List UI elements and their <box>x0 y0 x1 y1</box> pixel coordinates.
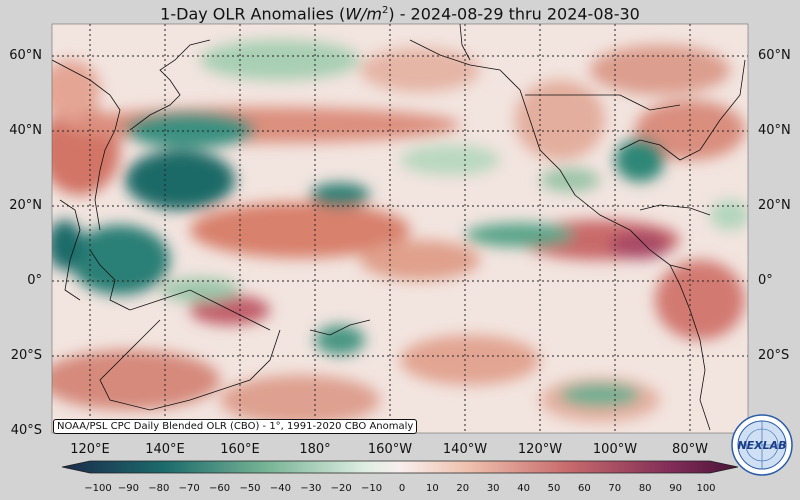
graticule <box>52 24 748 433</box>
colorbar-tick-label: −70 <box>178 483 200 494</box>
colorbar-tick-label: 60 <box>578 483 591 494</box>
colorbar-tick-label: −30 <box>300 483 322 494</box>
lon-label: 120°E <box>70 442 110 457</box>
anomaly-field <box>52 24 748 433</box>
colorbar-tick-label: −90 <box>117 483 139 494</box>
colorbar-tick-label: −10 <box>361 483 383 494</box>
colorbar-tick-label: 10 <box>426 483 439 494</box>
lon-label: 140°W <box>442 442 488 457</box>
colorbar-tick-label: 100 <box>696 483 716 494</box>
map-title: 1-Day OLR Anomalies (W/m2) - 2024-08-29 … <box>160 4 640 24</box>
colorbar-tick-label: 50 <box>547 483 561 494</box>
colorbar-tick-label: 40 <box>517 483 530 494</box>
lat-label-right: 20°S <box>758 348 790 363</box>
colorbar-tick-label: 70 <box>608 483 622 494</box>
colorbar-tick-label: −100 <box>84 483 112 494</box>
colorbar-tick-label: 20 <box>456 483 470 494</box>
colorbar-tick-label: −50 <box>239 483 261 494</box>
lon-label: 180° <box>299 442 331 457</box>
colorbar-tick-label: −20 <box>330 483 352 494</box>
logo-text: NEXLAB <box>737 439 786 452</box>
colorbar-tick-label: 30 <box>486 483 500 494</box>
coastlines <box>52 24 746 431</box>
colorbar-tick-label: 90 <box>669 483 682 494</box>
data-source-caption: NOAA/PSL CPC Daily Blended OLR (CBO) - 1… <box>53 419 418 434</box>
lat-label-left: 20°S <box>10 348 42 363</box>
lon-label: 160°E <box>220 442 260 457</box>
colorbar-tick-label: −80 <box>148 483 170 494</box>
colorbar-tick-label: 80 <box>638 483 652 494</box>
lon-label: 100°W <box>592 442 638 457</box>
lat-label-left: 20°N <box>9 198 42 213</box>
nexlab-logo[interactable]: NEXLAB <box>731 414 793 476</box>
lat-label-left: 0° <box>27 273 42 288</box>
lon-label: 140°E <box>145 442 185 457</box>
lat-label-right: 60°N <box>758 48 791 63</box>
colorbar <box>61 460 739 474</box>
lat-label-right: 40°N <box>758 123 791 138</box>
lon-label: 80°W <box>672 442 708 457</box>
lat-label-right: 20°N <box>758 198 791 213</box>
lon-label: 160°W <box>367 442 413 457</box>
lat-label-left: 60°N <box>9 48 42 63</box>
lon-label: 120°W <box>517 442 563 457</box>
colorbar-tick-label: 0 <box>398 483 406 494</box>
colorbar-tick-label: −40 <box>269 483 291 494</box>
lat-label-right: 0° <box>758 273 773 288</box>
lat-label-left: 40°N <box>9 123 42 138</box>
colorbar-bar <box>61 460 739 474</box>
lat-label-left: 40°S <box>10 423 42 438</box>
colorbar-tick-label: −60 <box>209 483 231 494</box>
